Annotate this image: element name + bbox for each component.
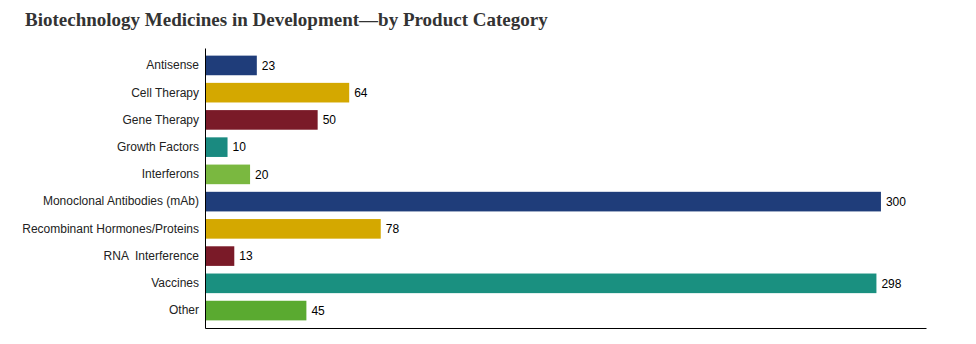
data-label: 13	[239, 249, 253, 263]
bar	[205, 246, 234, 266]
data-label: 300	[886, 195, 906, 209]
tick: Recombinant Hormones/Proteins	[22, 222, 199, 236]
plot: Antisense Cell Therapy Gene Therapy Growth …	[22, 49, 926, 329]
tick: Gene Therapy	[123, 113, 200, 127]
tick: Antisense	[146, 58, 199, 72]
category-axis: Antisense Cell Therapy Gene Therapy Growth …	[22, 49, 205, 329]
tick: Interferons	[142, 167, 199, 181]
data-label: 298	[881, 277, 901, 291]
bar	[205, 56, 257, 76]
data-label: 23	[262, 59, 276, 73]
data-label: 20	[255, 168, 269, 182]
data-label: 50	[323, 113, 337, 127]
tick: Cell Therapy	[131, 86, 199, 100]
data-label: 64	[354, 86, 368, 100]
bar	[205, 301, 306, 321]
tick: RNA Interference	[104, 249, 200, 263]
tick-label: Growth Factors	[117, 140, 199, 154]
tick: Other	[169, 303, 199, 317]
bar	[205, 165, 250, 185]
data-label: 78	[386, 222, 400, 236]
data-label: 45	[311, 304, 325, 318]
axis-line	[205, 49, 206, 329]
axis-line	[206, 328, 927, 329]
bars	[205, 56, 881, 321]
tick: Growth Factors	[117, 140, 199, 154]
tick: Monoclonal Antibodies (mAb)	[43, 194, 199, 208]
tick-label: Gene Therapy	[123, 113, 200, 127]
tick-label: Cell Therapy	[131, 86, 199, 100]
bar	[205, 274, 876, 294]
bar	[205, 219, 381, 239]
tick-label: Interferons	[142, 167, 199, 181]
tick-label: Vaccines	[151, 276, 199, 290]
bar	[205, 192, 881, 212]
tick-label: Other	[169, 303, 199, 317]
value-axis	[206, 328, 927, 329]
title: Biotechnology Medicines in Development—b…	[25, 9, 548, 30]
tick-label: Antisense	[146, 58, 199, 72]
tick-label: Recombinant Hormones/Proteins	[22, 222, 199, 236]
bar	[205, 110, 318, 130]
data-label: 10	[233, 140, 247, 154]
tick-label: Monoclonal Antibodies (mAb)	[43, 194, 199, 208]
chart: Antisense Cell Therapy Gene Therapy Growth …	[0, 0, 976, 344]
bar	[205, 137, 228, 157]
tick: Vaccines	[151, 276, 199, 290]
bar	[205, 83, 349, 103]
tick-label: RNA Interference	[104, 249, 200, 263]
data-labels: 23 64 50 10 20 300 78 13 298 45	[233, 59, 907, 318]
